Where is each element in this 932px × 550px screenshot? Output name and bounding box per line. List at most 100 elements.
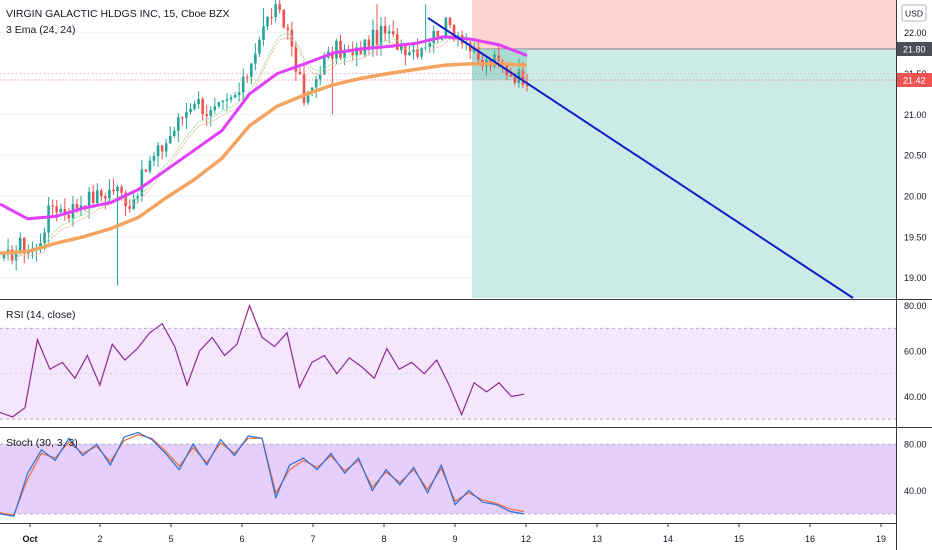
rsi-panel[interactable] xyxy=(0,303,896,420)
candle-body[interactable] xyxy=(144,169,148,172)
candle-body[interactable] xyxy=(286,27,290,30)
candle-body[interactable] xyxy=(172,130,176,136)
candle-body[interactable] xyxy=(367,39,371,48)
candle-body[interactable] xyxy=(112,189,115,192)
stoch-k-line[interactable] xyxy=(0,431,525,517)
candle-body[interactable] xyxy=(181,117,184,119)
currency-button[interactable]: USD xyxy=(901,4,927,22)
candle-body[interactable] xyxy=(67,214,71,219)
price-panel[interactable] xyxy=(0,0,896,299)
candle-body[interactable] xyxy=(197,99,200,104)
candle-body[interactable] xyxy=(395,34,399,50)
candle-body[interactable] xyxy=(148,160,152,172)
candle-body[interactable] xyxy=(136,196,140,200)
candle-body[interactable] xyxy=(95,190,99,204)
candle-body[interactable] xyxy=(47,205,50,233)
candle-body[interactable] xyxy=(513,76,517,83)
candle-body[interactable] xyxy=(282,9,286,28)
candle-body[interactable] xyxy=(237,92,241,96)
candle-body[interactable] xyxy=(185,111,188,118)
candle-body[interactable] xyxy=(278,4,281,10)
candle-body[interactable] xyxy=(266,16,269,27)
candle-body[interactable] xyxy=(322,57,326,75)
candle-body[interactable] xyxy=(493,54,496,67)
candle-body[interactable] xyxy=(152,156,156,161)
candle-body[interactable] xyxy=(343,50,346,58)
candle-body[interactable] xyxy=(140,169,144,197)
candle-body[interactable] xyxy=(339,40,342,58)
candle-body[interactable] xyxy=(314,79,318,88)
stop-loss-zone[interactable] xyxy=(472,0,896,49)
candle-body[interactable] xyxy=(363,39,367,55)
candle-body[interactable] xyxy=(497,54,500,61)
candle-body[interactable] xyxy=(258,39,261,54)
ema-slow-line[interactable] xyxy=(0,61,528,255)
candle-body[interactable] xyxy=(456,35,460,38)
candle-body[interactable] xyxy=(359,47,363,55)
profit-target-zone[interactable] xyxy=(472,48,896,299)
candle-body[interactable] xyxy=(509,75,513,77)
candle-body[interactable] xyxy=(391,31,395,35)
candle-body[interactable] xyxy=(91,191,95,204)
candle-body[interactable] xyxy=(229,97,233,100)
candle-body[interactable] xyxy=(444,17,448,36)
candle-body[interactable] xyxy=(477,47,480,60)
candle-body[interactable] xyxy=(298,71,302,75)
candle-body[interactable] xyxy=(168,135,172,144)
candle-body[interactable] xyxy=(525,84,529,87)
candle-body[interactable] xyxy=(452,24,456,38)
candle-body[interactable] xyxy=(189,108,192,112)
candle-body[interactable] xyxy=(43,232,46,244)
candle-body[interactable] xyxy=(100,190,103,197)
candle-body[interactable] xyxy=(18,237,22,251)
candle-body[interactable] xyxy=(400,46,403,50)
candle-body[interactable] xyxy=(351,52,354,56)
candle-body[interactable] xyxy=(225,99,229,101)
candle-body[interactable] xyxy=(245,76,249,78)
candle-body[interactable] xyxy=(412,49,415,53)
candle-body[interactable] xyxy=(63,208,67,215)
candle-body[interactable] xyxy=(156,145,160,157)
candle-body[interactable] xyxy=(254,53,257,64)
candle-body[interactable] xyxy=(79,205,83,209)
candle-body[interactable] xyxy=(22,237,26,254)
candle-body[interactable] xyxy=(10,249,14,261)
candle-body[interactable] xyxy=(177,117,180,131)
candle-body[interactable] xyxy=(209,110,213,116)
candle-body[interactable] xyxy=(432,30,436,44)
candle-body[interactable] xyxy=(39,243,42,249)
candle-body[interactable] xyxy=(160,145,164,152)
candle-body[interactable] xyxy=(383,25,387,34)
candle-body[interactable] xyxy=(274,4,277,18)
candle-body[interactable] xyxy=(335,40,338,59)
candle-body[interactable] xyxy=(51,205,54,207)
candle-body[interactable] xyxy=(75,203,79,209)
candle-body[interactable] xyxy=(318,74,322,80)
candle-body[interactable] xyxy=(55,206,59,213)
candle-body[interactable] xyxy=(375,29,379,45)
candle-body[interactable] xyxy=(205,114,209,116)
candle-body[interactable] xyxy=(87,191,91,209)
ema-fast-line[interactable] xyxy=(0,35,528,221)
candle-body[interactable] xyxy=(241,76,245,93)
candle-body[interactable] xyxy=(217,102,221,107)
candle-body[interactable] xyxy=(262,26,265,40)
trend-line[interactable] xyxy=(427,17,854,299)
candle-body[interactable] xyxy=(270,16,273,18)
candle-body[interactable] xyxy=(164,143,168,152)
candle-body[interactable] xyxy=(124,192,127,207)
candle-body[interactable] xyxy=(250,63,253,77)
stoch-panel[interactable] xyxy=(0,431,896,517)
candle-body[interactable] xyxy=(428,43,431,48)
candle-body[interactable] xyxy=(387,31,391,34)
candle-body[interactable] xyxy=(408,52,411,56)
candle-body[interactable] xyxy=(404,46,407,56)
candle-body[interactable] xyxy=(193,103,196,109)
candle-body[interactable] xyxy=(221,100,225,103)
candle-body[interactable] xyxy=(331,51,334,59)
candle-body[interactable] xyxy=(120,186,123,193)
candle-body[interactable] xyxy=(290,29,294,47)
candle-body[interactable] xyxy=(416,49,419,57)
candle-body[interactable] xyxy=(302,74,306,103)
